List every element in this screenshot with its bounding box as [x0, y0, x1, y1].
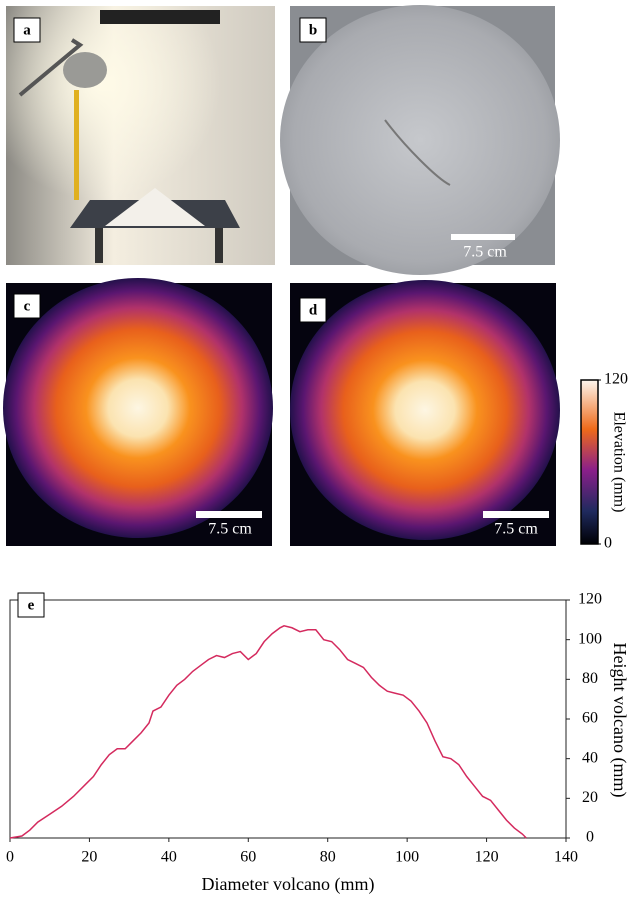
y-tick-label: 80: [582, 670, 598, 687]
x-tick-label: 100: [395, 849, 419, 866]
panel-b: b 7.5 cm: [280, 5, 560, 275]
line-chart: e Diameter volcano (mm) Height volcano (…: [6, 591, 630, 895]
x-axis-label: Diameter volcano (mm): [202, 874, 375, 895]
colorbar: Elevation (mm) 0 120: [580, 371, 628, 552]
panel-label: d: [309, 302, 318, 318]
x-tick-label: 140: [554, 849, 578, 866]
y-tick-label: 100: [578, 630, 602, 647]
scale-bar-label: 7.5 cm: [208, 521, 252, 538]
y-tick-label: 120: [578, 591, 602, 608]
x-tick-label: 80: [320, 849, 336, 866]
y-tick-label: 40: [582, 749, 598, 766]
panel-label: e: [28, 597, 35, 613]
panel-label: c: [24, 298, 31, 314]
scale-bar-label: 7.5 cm: [494, 521, 538, 538]
x-tick-label: 60: [240, 849, 256, 866]
panel-c: c 7.5 cm: [3, 278, 273, 546]
colorbar-tick-label: 0: [604, 535, 612, 552]
panel-label: b: [309, 22, 317, 38]
y-axis-label: Height volcano (mm): [609, 643, 630, 798]
colorbar-label: Elevation (mm): [610, 412, 627, 513]
panel-a: a: [6, 6, 275, 265]
panel-label: a: [23, 22, 31, 38]
y-tick-label: 0: [586, 829, 594, 846]
colorbar-tick-label: 120: [604, 371, 628, 388]
data-line: [9, 624, 527, 839]
y-tick-label: 20: [582, 789, 598, 806]
scale-bar-label: 7.5 cm: [463, 244, 507, 261]
x-tick-label: 0: [6, 849, 14, 866]
x-tick-label: 40: [161, 849, 177, 866]
x-tick-label: 20: [81, 849, 97, 866]
x-tick-label: 120: [475, 849, 499, 866]
y-tick-label: 60: [582, 710, 598, 727]
panel-d: d 7.5 cm: [290, 280, 560, 546]
